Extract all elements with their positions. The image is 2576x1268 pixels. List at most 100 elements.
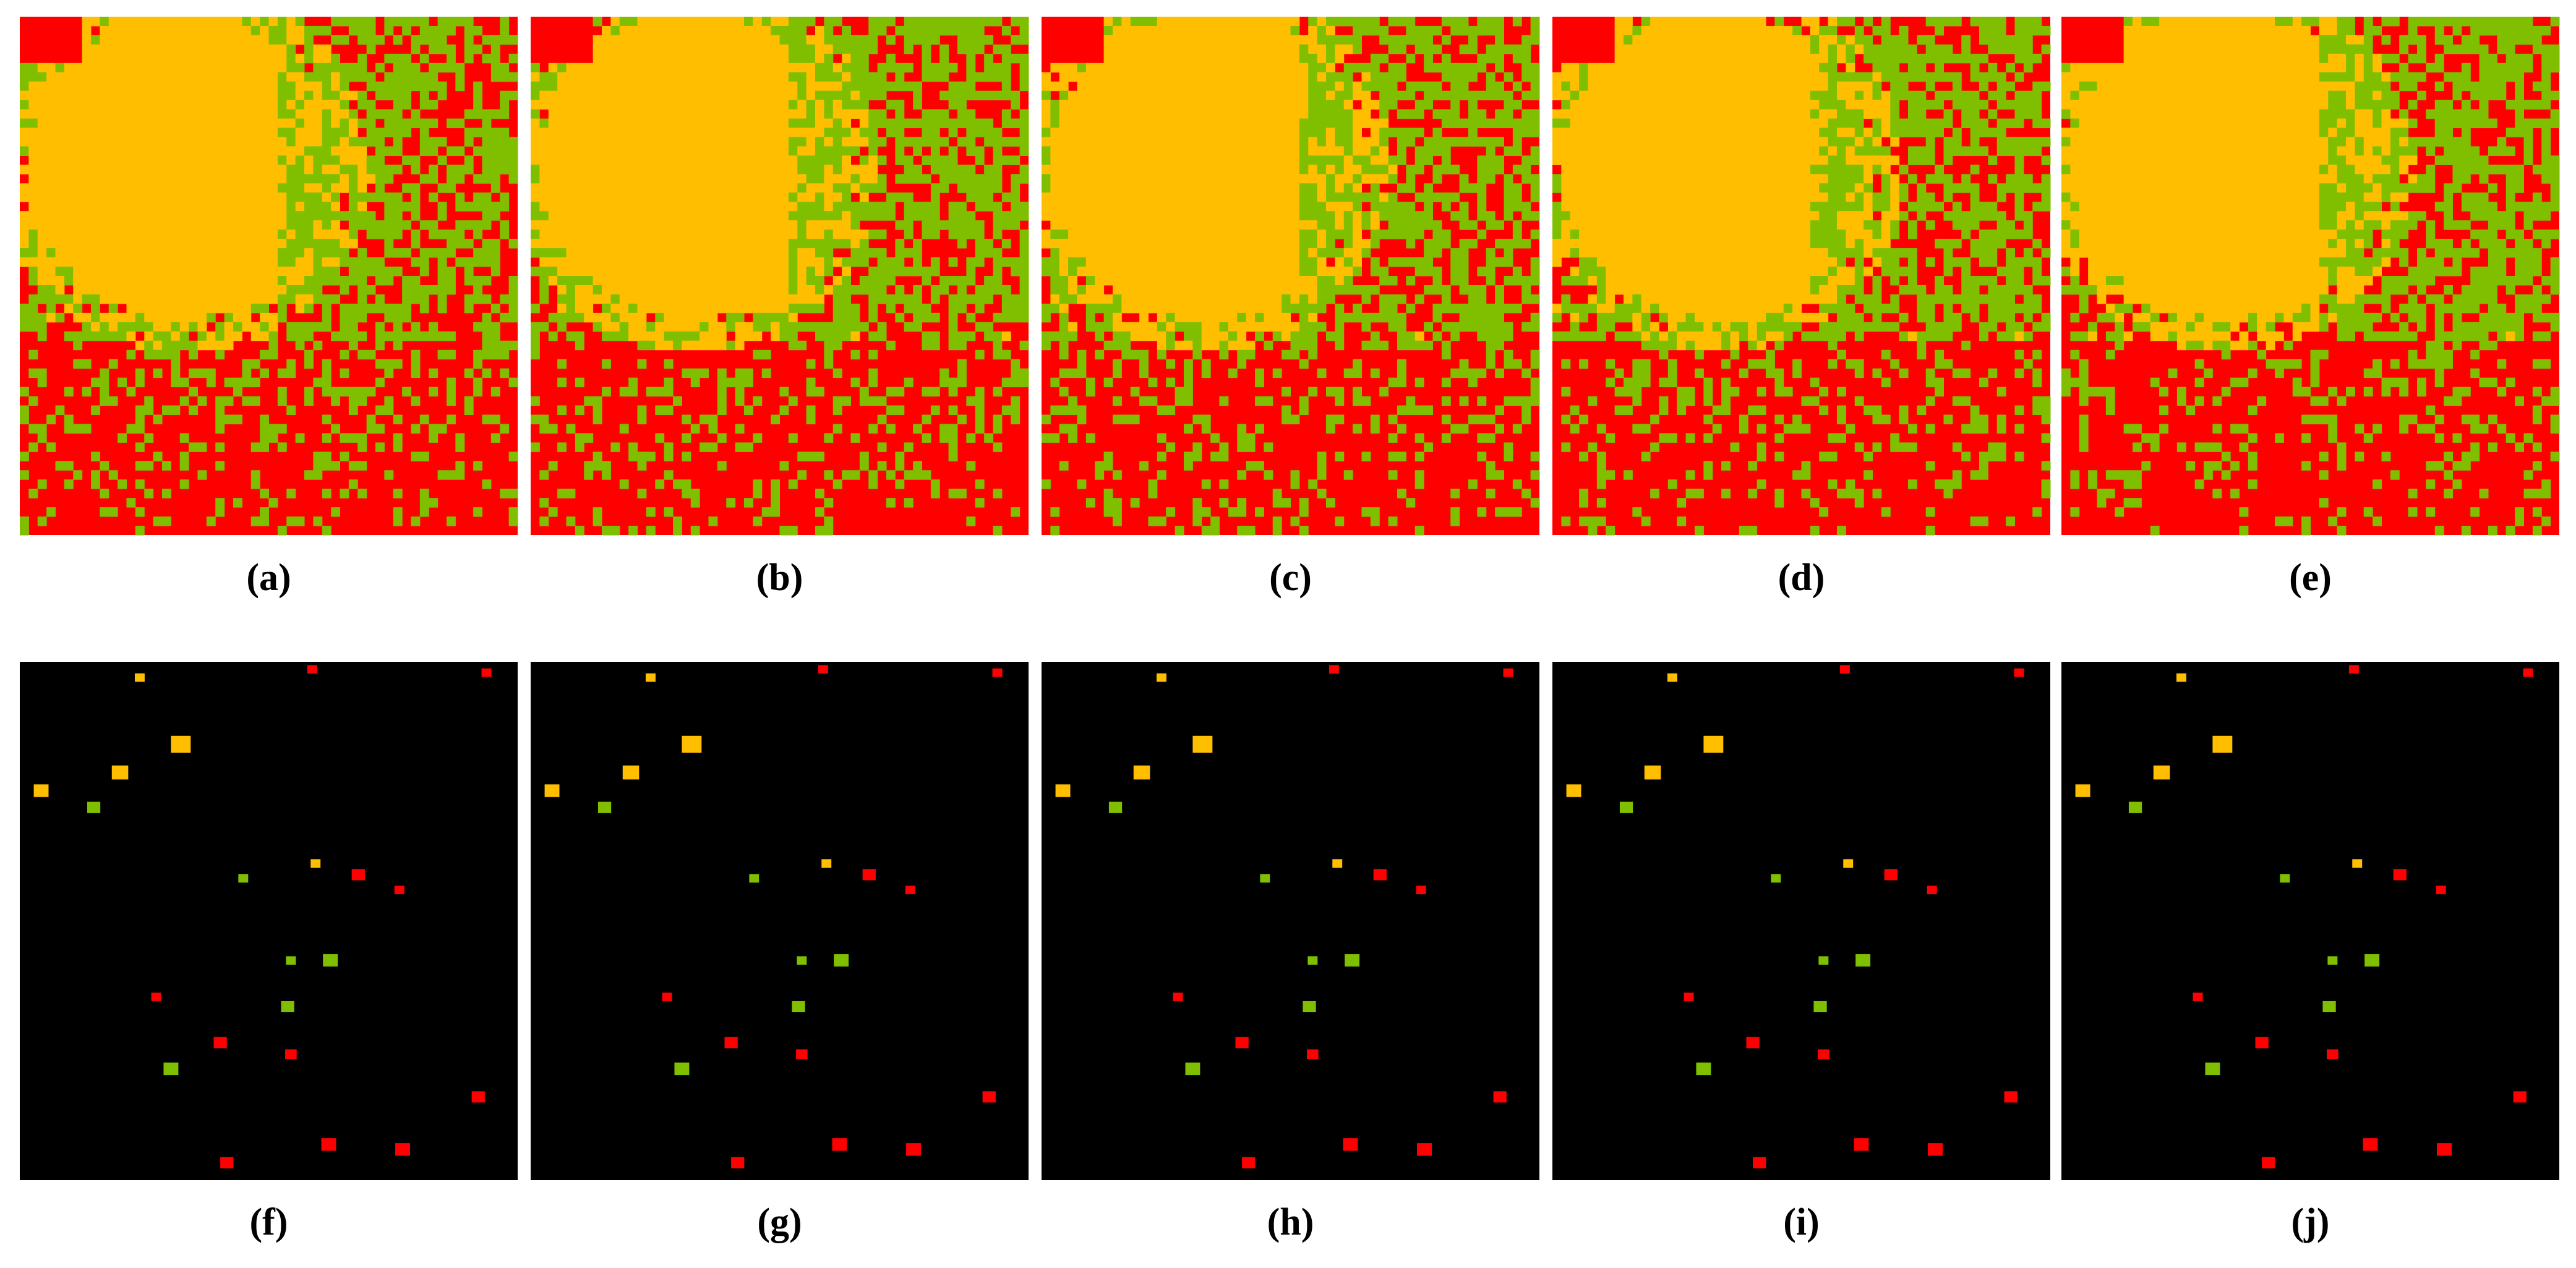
map-pixel [64, 183, 74, 193]
map-pixel [664, 294, 674, 304]
map-pixel [375, 62, 385, 73]
map-pixel [744, 211, 753, 221]
map-pixel [913, 248, 922, 258]
map-pixel [673, 118, 682, 129]
map-pixel [126, 53, 136, 64]
map-pixel [206, 248, 216, 258]
map-pixel [788, 183, 798, 193]
map-pixel [708, 414, 718, 424]
map-pixel [735, 331, 745, 341]
map-pixel [975, 220, 985, 230]
map-pixel [189, 442, 198, 452]
map-pixel [242, 90, 252, 101]
map-pixel [100, 331, 109, 341]
map-pixel [619, 285, 629, 295]
map-pixel [46, 507, 56, 517]
map-pixel [761, 35, 771, 45]
map-pixel [771, 44, 780, 54]
map-pixel [1379, 100, 1389, 110]
map-pixel [957, 229, 967, 239]
map-pixel [46, 202, 56, 212]
map-pixel [473, 100, 482, 110]
map-pixel [1130, 72, 1140, 82]
map-pixel [868, 109, 878, 119]
map-pixel [1299, 109, 1309, 119]
map-pixel [295, 127, 305, 138]
map-pixel [1414, 211, 1424, 221]
map-pixel [593, 248, 602, 258]
map-pixel [664, 340, 674, 351]
map-pixel [735, 137, 745, 147]
map-pixel [260, 81, 269, 92]
map-pixel [1308, 239, 1318, 249]
map-pixel [744, 248, 753, 258]
map-pixel [126, 220, 136, 230]
map-pixel [135, 100, 145, 110]
map-pixel [100, 211, 109, 221]
map-pixel [1011, 267, 1021, 276]
map-pixel [531, 202, 540, 212]
map-pixel [1166, 137, 1176, 147]
map-pixel [1103, 146, 1113, 156]
map-pixel [1246, 202, 1256, 212]
map-pixel [1264, 53, 1273, 64]
map-pixel [189, 90, 198, 101]
map-pixel [1166, 155, 1176, 165]
map-pixel [73, 211, 83, 221]
map-pixel [877, 25, 887, 36]
map-pixel [566, 72, 576, 82]
map-pixel [708, 294, 718, 304]
map-pixel [531, 192, 540, 202]
map-pixel [331, 118, 340, 129]
map-pixel [690, 81, 700, 92]
map-pixel [610, 155, 620, 165]
map-pixel [153, 220, 163, 230]
map-pixel [73, 312, 83, 323]
map-pixel [1121, 44, 1131, 54]
map-pixel [250, 165, 260, 174]
map-pixel [1264, 127, 1273, 138]
map-pixel [46, 183, 56, 193]
map-pixel [411, 396, 421, 406]
map-pixel [646, 229, 656, 239]
map-pixel [1210, 183, 1220, 193]
map-pixel [1379, 137, 1389, 147]
map-pixel [1219, 53, 1229, 64]
map-pixel [797, 340, 807, 351]
map-pixel [602, 322, 611, 332]
map-pixel [1059, 137, 1069, 147]
map-pixel [482, 248, 492, 258]
map-pixel [447, 396, 456, 406]
map-pixel [55, 183, 65, 193]
map-pixel [779, 25, 789, 36]
map-pixel [108, 507, 118, 517]
map-pixel [779, 303, 789, 314]
map-pixel [162, 229, 171, 239]
map-pixel [197, 294, 207, 304]
map-pixel [1077, 202, 1087, 212]
map-pixel [1521, 109, 1531, 119]
map-pixel [904, 35, 914, 45]
map-pixel [322, 44, 332, 54]
map-pixel [482, 137, 492, 147]
map-pixel [868, 229, 878, 239]
map-pixel [82, 118, 92, 129]
map-pixel [28, 276, 38, 286]
map-pixel [126, 303, 136, 314]
map-pixel [189, 155, 198, 165]
map-pixel [1343, 44, 1353, 54]
map-pixel [419, 303, 429, 314]
map-pixel [464, 396, 474, 406]
map-pixel [82, 17, 92, 27]
map-pixel [788, 239, 798, 249]
map-pixel [832, 285, 842, 295]
map-pixel [233, 118, 242, 129]
map-pixel [788, 257, 798, 267]
map-pixel [726, 165, 736, 174]
map-pixel [1011, 202, 1021, 212]
map-pixel [975, 396, 985, 406]
map-pixel [1001, 44, 1011, 54]
map-pixel [313, 202, 323, 212]
map-pixel [162, 405, 171, 415]
map-pixel [815, 118, 824, 129]
